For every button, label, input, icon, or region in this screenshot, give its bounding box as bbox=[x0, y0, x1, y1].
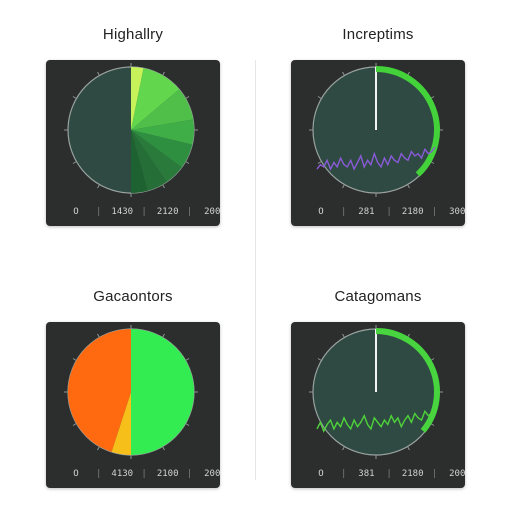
chart-4-legend: O | 381 | 2180 | 200 bbox=[291, 466, 465, 482]
legend-label-2: 2180 bbox=[401, 207, 424, 217]
dial-tick bbox=[97, 446, 100, 451]
dial-tick bbox=[162, 184, 165, 189]
pie-slice-0 bbox=[131, 67, 144, 130]
dial-tick bbox=[97, 333, 100, 338]
pie-slice-2 bbox=[131, 89, 194, 130]
dial-tick bbox=[97, 184, 100, 189]
dial-tick bbox=[342, 184, 345, 189]
legend-label-3: 200 bbox=[204, 469, 220, 479]
chart-3-card: O | 4130 | 2100 | 200 bbox=[46, 322, 220, 488]
dial-tick bbox=[185, 423, 190, 426]
legend-label-2: 2100 bbox=[156, 469, 179, 479]
chart-2-title: Increptims bbox=[342, 26, 414, 43]
pie-slice-7 bbox=[131, 130, 148, 193]
chart-4-card: O | 381 | 2180 | 200 bbox=[291, 322, 465, 488]
legend-label-1: 281 bbox=[358, 207, 375, 217]
dial-tick bbox=[72, 358, 77, 361]
legend-label-3: 200 bbox=[449, 469, 465, 479]
dial-tick bbox=[185, 96, 190, 99]
series-line bbox=[316, 408, 436, 433]
dial-tick bbox=[162, 446, 165, 451]
legend-label-2: 2120 bbox=[156, 207, 179, 217]
chart-4-plot bbox=[309, 325, 443, 459]
dial-tick bbox=[162, 71, 165, 76]
pie-slice-5 bbox=[131, 130, 182, 182]
dial-tick bbox=[317, 96, 322, 99]
panel-divider bbox=[255, 60, 256, 480]
pie-slice-3 bbox=[131, 119, 194, 145]
progress-arc bbox=[375, 328, 440, 433]
chart-3-legend: O | 4130 | 2100 | 200 bbox=[46, 466, 220, 482]
chart-3-plot bbox=[64, 325, 198, 459]
pie-slice-2 bbox=[67, 329, 131, 452]
dial-tick bbox=[342, 333, 345, 338]
pie-slice-4 bbox=[131, 130, 193, 168]
pie-slice-6 bbox=[131, 130, 167, 191]
legend-label-0: O bbox=[318, 207, 324, 217]
dial-tick bbox=[97, 71, 100, 76]
chart-2-plot bbox=[309, 63, 443, 197]
legend-label-2: 2180 bbox=[401, 469, 424, 479]
dial-tick bbox=[407, 184, 410, 189]
pie-slice-1 bbox=[131, 68, 180, 130]
chart-3-title: Gacaontors bbox=[93, 288, 173, 305]
dial-tick bbox=[185, 358, 190, 361]
legend-label-1: 381 bbox=[358, 469, 375, 479]
dial-tick bbox=[317, 358, 322, 361]
dial-tick bbox=[317, 161, 322, 164]
dial-tick bbox=[72, 161, 77, 164]
chart-1-card: O | 1430 | 2120 | 200 bbox=[46, 60, 220, 226]
progress-arc bbox=[375, 66, 440, 177]
chart-1-plot bbox=[64, 63, 198, 197]
chart-1-legend: O | 1430 | 2120 | 200 bbox=[46, 204, 220, 220]
legend-label-0: O bbox=[73, 207, 79, 217]
legend-label-1: 1430 bbox=[111, 207, 134, 217]
dial-tick bbox=[162, 333, 165, 338]
legend-label-0: O bbox=[318, 469, 324, 479]
series-line bbox=[316, 146, 436, 171]
chart-2-legend: O | 281 | 2180 | 300 bbox=[291, 204, 465, 220]
dial-tick bbox=[407, 446, 410, 451]
chart-1-title: Highallry bbox=[102, 26, 164, 43]
pie-slice-0 bbox=[131, 329, 194, 455]
legend-label-1: 4130 bbox=[111, 469, 134, 479]
chart-4-title: Catagomans bbox=[334, 288, 422, 305]
legend-label-3: 200 bbox=[204, 207, 220, 217]
legend-label-0: O bbox=[73, 469, 79, 479]
legend-label-3: 300 bbox=[449, 207, 465, 217]
dial-tick bbox=[342, 71, 345, 76]
dial-tick bbox=[185, 161, 190, 164]
dial-tick bbox=[342, 446, 345, 451]
chart-2-card: O | 281 | 2180 | 300 bbox=[291, 60, 465, 226]
dial-tick bbox=[72, 423, 77, 426]
pie-slice-1 bbox=[111, 392, 131, 455]
dial-tick bbox=[72, 96, 77, 99]
